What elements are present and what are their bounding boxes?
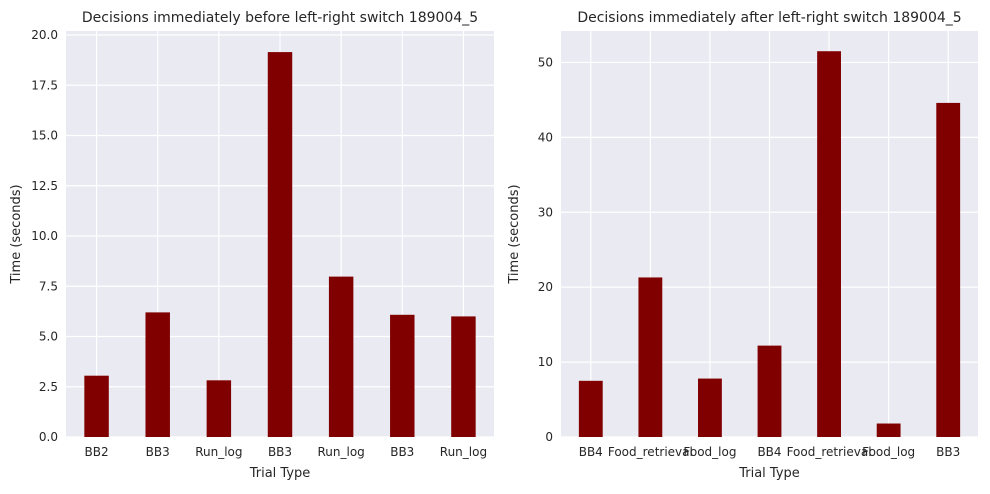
chart-1-y-tick-label: 12.5 (31, 179, 58, 193)
chart-1-y-tick-label: 2.5 (39, 380, 58, 394)
chart-2-x-tick-label: Food_retrieval (787, 445, 872, 459)
chart-2-bar-5 (817, 51, 841, 437)
chart-1-y-tick-label: 5.0 (39, 330, 58, 344)
chart-1-bar-5 (328, 276, 354, 437)
chart-1-x-tick-label: BB2 (85, 445, 109, 459)
chart-1-y-tick-label: 20.0 (31, 28, 58, 42)
chart-2-y-tick-label: 0 (545, 430, 553, 444)
chart-1-y-axis-label: Time (seconds) (9, 184, 24, 284)
chart-2-bar-3 (698, 378, 722, 437)
chart-1-y-tick-label: 10.0 (31, 229, 58, 243)
chart-2-title: Decisions immediately after left-right s… (577, 10, 961, 26)
chart-1-x-axis-label: Trial Type (249, 466, 311, 481)
chart-2-bar-1 (578, 380, 603, 437)
chart-1-x-tick-label: Run_log (195, 445, 242, 459)
chart-1-x-tick-label: Run_log (317, 445, 364, 459)
chart-2-x-tick-label: Food_log (683, 445, 736, 459)
chart-1-x-tick-label: BB3 (146, 445, 170, 459)
chart-2-x-tick-label: Food_retrieval (608, 445, 693, 459)
chart-1-y-tick-label: 7.5 (39, 279, 58, 293)
chart-2-x-tick-label: BB3 (936, 445, 960, 459)
chart-1-y-tick-label: 15.0 (31, 129, 58, 143)
chart-1-y-tick-label: 0.0 (39, 430, 58, 444)
chart-2-x-tick-label: BB4 (579, 445, 603, 459)
chart-1-x-tick-label: Run_log (440, 445, 487, 459)
chart-2-x-tick-label: BB4 (757, 445, 781, 459)
chart-2-bar-4 (757, 345, 782, 437)
chart-2-y-tick-label: 30 (538, 205, 553, 219)
chart-2-x-axis-label: Trial Type (738, 466, 800, 481)
chart-1-x-tick-label: BB3 (390, 445, 414, 459)
chart-2-bar-7 (936, 102, 961, 437)
chart-2-x-tick-label: Food_log (862, 445, 915, 459)
chart-1-y-tick-label: 17.5 (31, 78, 58, 92)
chart-2-y-tick-label: 40 (538, 130, 553, 144)
chart-1-bar-4 (267, 52, 293, 437)
chart-1: 0.0 2.5 5.0 7.5 10.0 12.5 15.0 17.5 20.0 BB2 BB3 Ru… (9, 10, 494, 481)
chart-1-title: Decisions immediately before left-right … (82, 10, 478, 26)
chart-1-bar-3 (206, 380, 232, 437)
chart-2-y-tick-label: 20 (538, 280, 553, 294)
chart-2-bar-2 (638, 277, 663, 437)
chart-2-y-tick-label: 50 (538, 55, 553, 69)
chart-2-bar-6 (876, 423, 901, 437)
chart-1-bar-6 (390, 314, 415, 437)
chart-2-y-tick-label: 10 (538, 355, 553, 369)
chart-2-y-axis-label: Time (seconds) (507, 184, 522, 284)
chart-1-x-tick-label: BB3 (268, 445, 292, 459)
chart-1-bar-2 (145, 312, 170, 437)
chart-1-bar-7 (451, 316, 476, 437)
chart-1-bar-1 (84, 375, 109, 437)
